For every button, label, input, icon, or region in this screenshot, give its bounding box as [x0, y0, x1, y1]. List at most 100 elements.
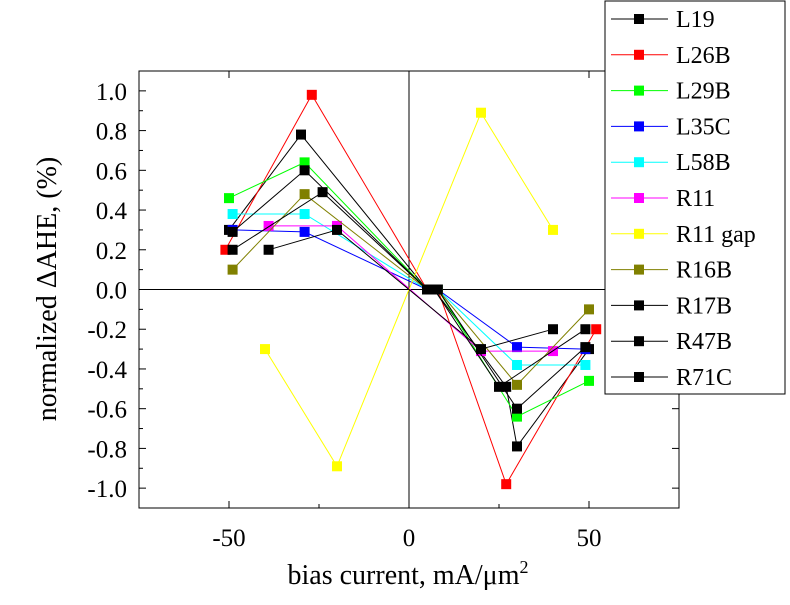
- data-point: [476, 344, 486, 355]
- data-point: [299, 189, 310, 200]
- legend-marker: [634, 228, 644, 239]
- legend-marker: [634, 14, 644, 24]
- data-point: [512, 411, 522, 422]
- data-point: [580, 342, 591, 353]
- legend-item: R16B: [611, 258, 732, 284]
- legend-marker: [634, 121, 644, 132]
- data-point: [512, 342, 522, 353]
- series-line: [268, 225, 553, 352]
- legend-item: R11 gap: [611, 222, 756, 248]
- y-tick-label: 0.2: [96, 238, 127, 265]
- data-point: [548, 324, 558, 335]
- data-point: [227, 209, 238, 220]
- legend-item: L29B: [611, 79, 731, 105]
- data-point: [317, 187, 328, 198]
- data-point: [227, 264, 238, 275]
- legend-label: L35C: [676, 114, 731, 140]
- data-point: [227, 226, 238, 237]
- data-point: [299, 157, 310, 168]
- legend-marker: [634, 49, 644, 60]
- series-line: [232, 169, 586, 410]
- data-point: [512, 379, 522, 390]
- legend-label: R16B: [676, 258, 732, 284]
- data-point: [584, 375, 594, 386]
- data-point: [299, 209, 310, 220]
- legend-item: R11: [611, 186, 715, 212]
- legend-label: R11 gap: [676, 222, 756, 248]
- legend: L19 L26B L29B L35C L58B R11 R11 gap R16B R17B R47…: [604, 0, 786, 395]
- x-tick-label: 50: [577, 525, 602, 552]
- y-tick-label: -0.2: [87, 317, 127, 344]
- legend-label: L26B: [676, 43, 731, 69]
- legend-marker: [634, 300, 644, 311]
- data-point: [512, 359, 522, 370]
- y-ticks: 1.0 0.8 0.6 0.4 0.2 0.0 -0.2 -0.4 -0.6 -0.8 -1.0: [87, 79, 679, 503]
- data-point: [432, 284, 443, 295]
- data-point: [476, 107, 486, 118]
- y-tick-label: -0.4: [87, 357, 127, 384]
- series-layer: [220, 89, 602, 490]
- legend-marker: [634, 157, 644, 168]
- data-point: [332, 461, 342, 472]
- data-point: [501, 479, 512, 490]
- data-point: [260, 344, 270, 355]
- legend-label: L58B: [676, 150, 731, 176]
- data-point: [584, 304, 594, 315]
- data-point: [580, 359, 591, 370]
- data-point: [224, 193, 234, 204]
- legend-label: R47B: [676, 329, 732, 355]
- y-tick-label: 0.4: [96, 198, 128, 225]
- legend-marker: [634, 264, 644, 275]
- legend-label: L19: [676, 7, 715, 33]
- legend-item: R17B: [611, 293, 732, 319]
- legend-label: R71C: [676, 365, 732, 391]
- legend-label: R17B: [676, 293, 732, 319]
- data-point: [332, 224, 342, 235]
- data-point: [422, 284, 432, 295]
- legend-marker: [634, 85, 644, 96]
- series-r71c: [227, 165, 591, 414]
- series-r11: [263, 220, 558, 357]
- legend-marker: [634, 336, 644, 347]
- legend-item: L19: [611, 7, 715, 33]
- x-ticks: -50 0 50: [138, 71, 680, 552]
- data-point: [263, 244, 274, 255]
- y-tick-label: -1.0: [87, 476, 127, 503]
- legend-marker: [634, 193, 644, 203]
- y-tick-label: 1.0: [96, 79, 127, 106]
- legend-item: L35C: [611, 114, 731, 140]
- series-line: [268, 229, 554, 350]
- legend-label: R11: [676, 186, 715, 212]
- data-point: [591, 324, 602, 335]
- y-tick-label: -0.6: [87, 397, 127, 424]
- legend-label: L29B: [676, 79, 731, 105]
- series-r17b: [263, 224, 558, 355]
- y-tick-label: 0.6: [96, 158, 127, 185]
- data-point: [220, 244, 231, 255]
- data-point: [501, 381, 512, 392]
- y-tick-label: 0.0: [96, 278, 127, 305]
- legend-item: R71C: [611, 365, 732, 391]
- data-point: [580, 324, 591, 335]
- data-point: [299, 165, 310, 176]
- data-point: [296, 129, 306, 140]
- data-point: [306, 89, 317, 100]
- data-point: [299, 226, 310, 237]
- x-tick-label: -50: [212, 525, 245, 552]
- legend-item: R47B: [611, 329, 732, 355]
- x-tick-label: 0: [403, 525, 416, 552]
- data-point: [512, 403, 522, 414]
- y-tick-label: -0.8: [87, 436, 127, 463]
- data-point: [494, 381, 504, 392]
- data-point: [512, 441, 522, 452]
- y-tick-label: 0.8: [96, 119, 127, 146]
- data-point: [548, 224, 558, 235]
- data-point: [227, 244, 238, 255]
- legend-item: L26B: [611, 43, 731, 69]
- y-axis-title: normalized ΔAHE, (%): [32, 157, 63, 421]
- legend-marker: [634, 372, 644, 382]
- data-point: [263, 220, 274, 231]
- x-axis-title: bias current, mA/μm2: [288, 557, 529, 591]
- legend-item: L58B: [611, 150, 731, 176]
